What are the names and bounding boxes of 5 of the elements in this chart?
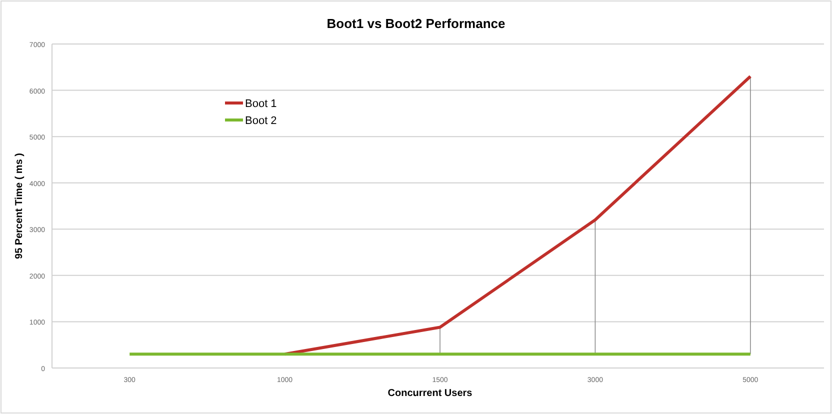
chart-title: Boot1 vs Boot2 Performance [326, 16, 506, 31]
y-axis-title: 95 Percent Time ( ms ) [14, 153, 25, 259]
legend-label: Boot 1 [245, 98, 277, 110]
x-axis-title: Concurrent Users [388, 388, 473, 399]
legend-label: Boot 2 [245, 115, 277, 127]
